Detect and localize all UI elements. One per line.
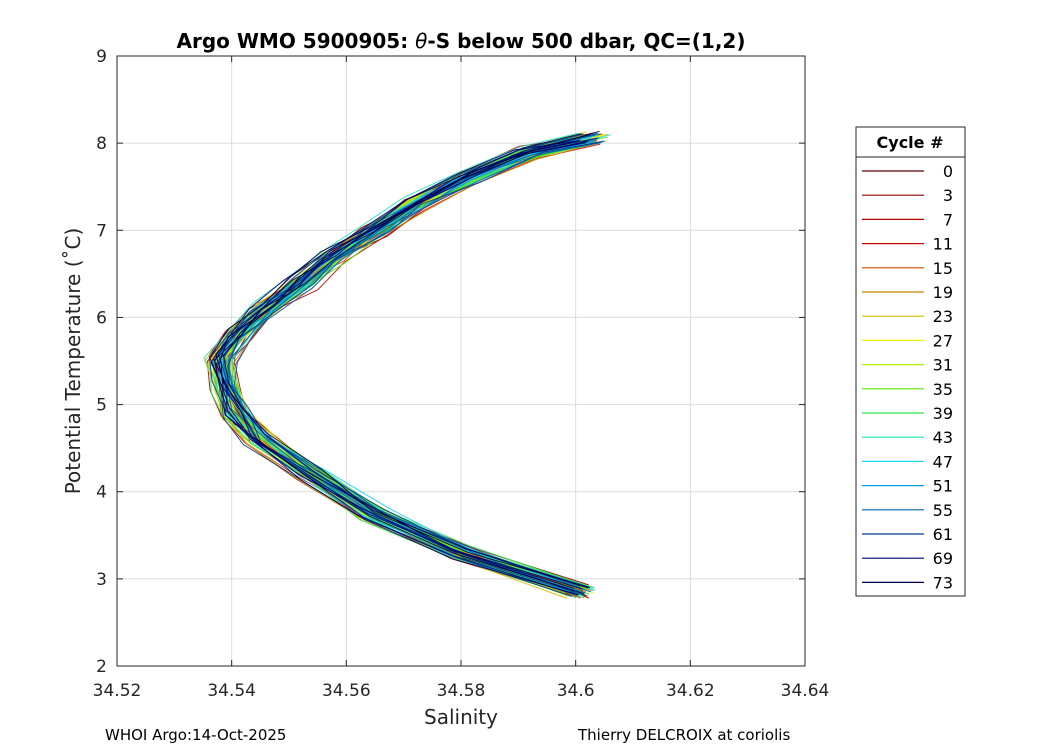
legend-label: 55	[933, 501, 953, 520]
x-tick-label: 34.56	[322, 681, 371, 701]
profile-line	[209, 133, 582, 589]
x-axis-ticks: 34.52 34.54 34.56 34.58 34.6 34.62 34.64	[93, 56, 830, 701]
x-tick-label: 34.62	[666, 681, 715, 701]
legend: Cycle # 0 3 7 11 15 19 23 27 31 35 39 43 47 51 55 61 69 7…	[855, 126, 966, 597]
legend-label: 43	[933, 428, 953, 447]
legend-label: 31	[933, 356, 953, 375]
y-tick-label: 7	[96, 221, 107, 241]
legend-title: Cycle #	[877, 133, 944, 152]
x-tick-label: 34.52	[93, 681, 142, 701]
profile-line	[218, 142, 587, 596]
x-tick-label: 34.58	[437, 681, 486, 701]
legend-label: 73	[933, 573, 953, 592]
y-tick-label: 9	[96, 47, 107, 67]
y-tick-label: 4	[96, 483, 107, 503]
legend-label: 15	[933, 259, 953, 278]
legend-label: 7	[943, 210, 953, 229]
x-tick-label: 34.64	[781, 681, 830, 701]
legend-label: 19	[933, 283, 953, 302]
legend-label: 0	[943, 162, 953, 181]
profile-line	[214, 140, 580, 590]
y-tick-label: 2	[96, 657, 107, 677]
footer-right: Thierry DELCROIX at coriolis	[577, 726, 790, 744]
y-tick-label: 6	[96, 308, 107, 328]
legend-label: 3	[943, 186, 953, 205]
profile-line	[215, 130, 600, 589]
profile-line	[228, 137, 599, 588]
y-axis-label: Potential Temperature (˚C)	[61, 228, 85, 495]
legend-label: 39	[933, 404, 953, 423]
legend-label: 51	[933, 477, 953, 496]
x-axis-label: Salinity	[424, 705, 498, 729]
y-tick-label: 3	[96, 570, 107, 590]
y-axis-ticks: 2 3 4 5 6 7 8 9	[96, 47, 805, 677]
footer-left: WHOI Argo:14-Oct-2025	[105, 726, 286, 744]
legend-label: 11	[933, 235, 953, 254]
y-tick-label: 8	[96, 134, 107, 154]
profile-series	[203, 130, 612, 599]
legend-label: 35	[933, 380, 953, 399]
profile-line	[224, 140, 595, 595]
y-tick-label: 5	[96, 396, 107, 416]
legend-label: 61	[933, 525, 953, 544]
legend-label: 23	[933, 307, 953, 326]
legend-box	[855, 126, 966, 597]
legend-label: 47	[933, 452, 953, 471]
x-tick-label: 34.54	[207, 681, 256, 701]
x-tick-label: 34.6	[557, 681, 595, 701]
legend-label: 27	[933, 331, 953, 350]
profile-line	[223, 133, 591, 589]
legend-label: 69	[933, 549, 953, 568]
legend-entries: 0 3 7 11 15 19 23 27 31 35 39 43 47 51 55 61 69 73	[862, 162, 953, 592]
chart-title: Argo WMO 5900905: θ-S below 500 dbar, QC…	[177, 29, 746, 53]
